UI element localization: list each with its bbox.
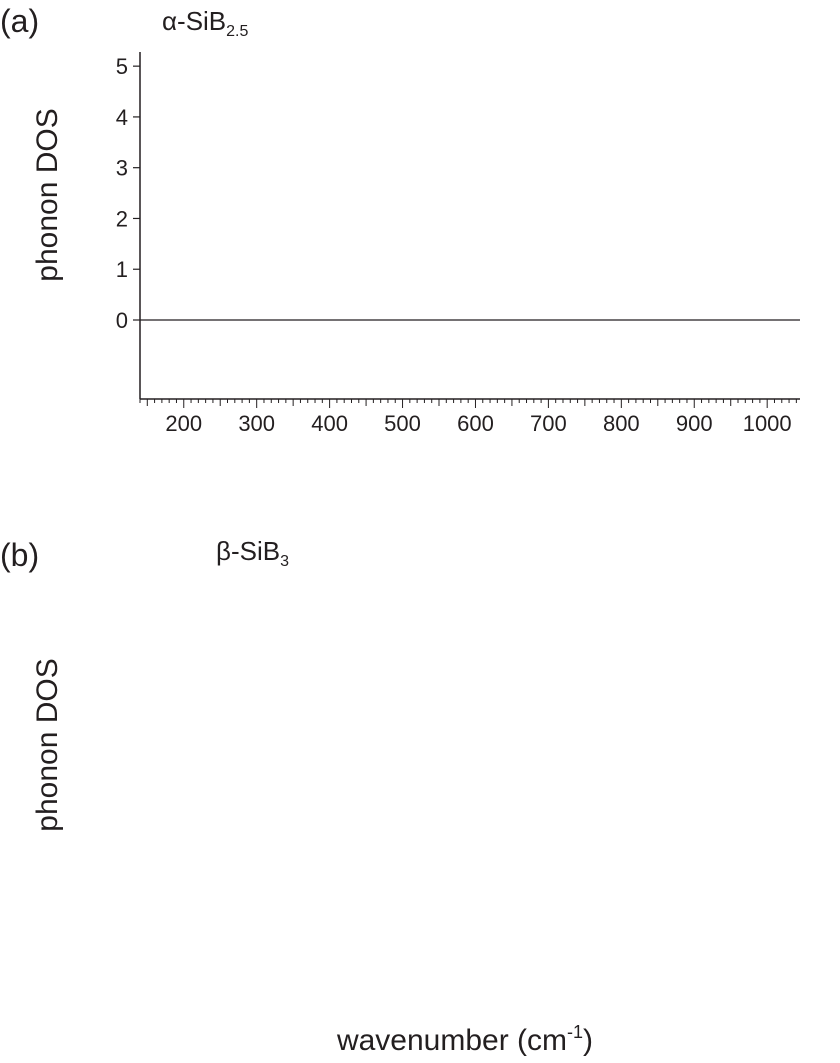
x-axis-label-sup: -1 [567, 1022, 583, 1042]
panel-a-x-tick-label: 700 [530, 411, 567, 436]
panel-a-top-y-tick-label: 2 [116, 206, 128, 231]
panel-a-x-tick-label: 1000 [743, 411, 792, 436]
x-axis-label-main: wavenumber (cm [336, 1024, 567, 1057]
panel-a-x-tick-label: 500 [384, 411, 421, 436]
panel-a-x-tick-label: 900 [676, 411, 713, 436]
panel-a-title-main: α-SiB [162, 6, 226, 36]
panel-a-top-y-tick-label: 0 [116, 308, 128, 333]
panel-a-top-y-tick-label: 3 [116, 156, 128, 181]
panel-b-title-sub: 3 [280, 553, 289, 570]
panel-a-x-tick-label: 200 [165, 411, 202, 436]
plot-layer: 200 300 400 500 600 700 800 900 1000 0 1 2 3 4 5 [116, 52, 800, 436]
panel-a-title: α-SiB2.5 [162, 6, 249, 40]
panel-b-ylabel: phonon DOS [31, 658, 64, 831]
panel-b-title: β-SiB3 [216, 536, 289, 570]
x-axis-label: wavenumber (cm-1) [336, 1022, 593, 1057]
panel-label-a: (a) [0, 3, 39, 39]
panel-a-top-y-tick-label: 4 [116, 105, 128, 130]
panel-a-x-tick-label: 300 [238, 411, 275, 436]
panel-a-x-tick-label: 600 [457, 411, 494, 436]
panel-b-title-main: β-SiB [216, 536, 280, 566]
panel-a-x-tick-label: 800 [603, 411, 640, 436]
panel-a-title-sub: 2.5 [226, 23, 248, 40]
panel-a-top-y-tick-label: 5 [116, 54, 128, 79]
panel-label-b: (b) [0, 537, 39, 573]
x-axis-label-end: ) [583, 1024, 593, 1057]
panel-a-ylabel: phonon DOS [31, 108, 64, 281]
panel-a-x-tick-label: 400 [311, 411, 348, 436]
panel-a-top-y-tick-label: 1 [116, 257, 128, 282]
